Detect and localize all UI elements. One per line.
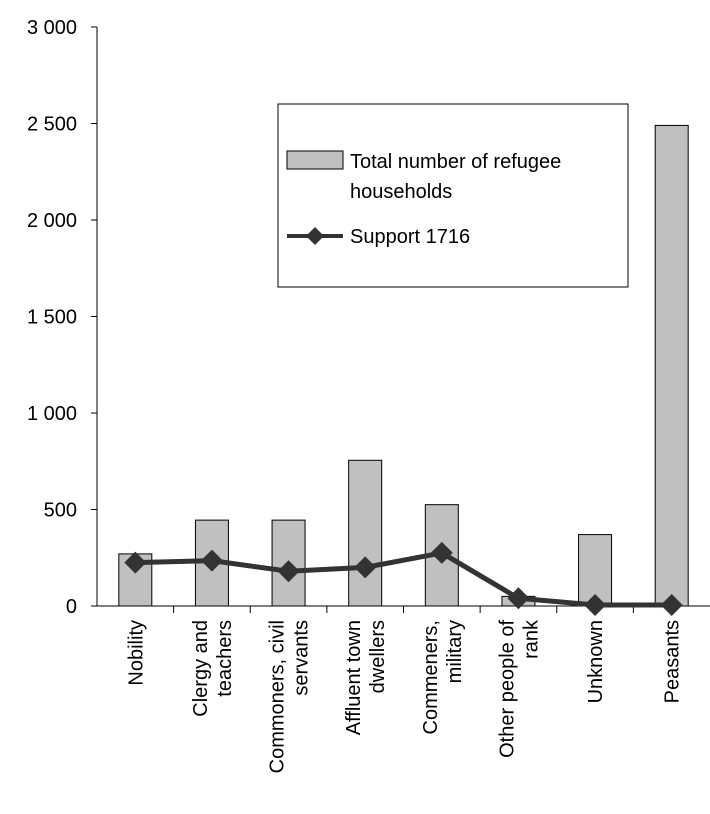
series-line <box>135 550 672 608</box>
legend-line-label: Support 1716 <box>350 226 470 248</box>
line-point <box>430 541 453 564</box>
legend-box <box>277 103 629 288</box>
line-point <box>277 560 300 583</box>
bar <box>348 459 383 607</box>
x-category-label: Peasants <box>662 620 684 703</box>
legend-line-marker <box>306 227 324 245</box>
legend: Total number of refugee households Suppo… <box>277 103 629 288</box>
legend-bar-label-line1: Total number of refugee <box>350 151 561 173</box>
y-tick-label: 1 000 <box>27 403 77 425</box>
y-tick-label: 2 000 <box>27 210 77 232</box>
bar <box>654 124 689 607</box>
line-point <box>584 594 607 617</box>
line-point <box>660 594 683 617</box>
line-point <box>200 549 223 572</box>
x-category-label: Other people of rank <box>496 619 542 758</box>
x-category-label: Unknown <box>585 620 607 703</box>
x-category-label: Nobility <box>125 620 147 686</box>
y-axis: 0 500 1 000 1 500 2 000 2 500 3 000 <box>27 17 98 618</box>
line-point <box>507 587 530 610</box>
line-point <box>354 556 377 579</box>
x-category-label: Clergy and teachers <box>190 620 236 717</box>
x-category-label: Commeners, military <box>420 620 466 734</box>
line-series <box>124 541 683 617</box>
legend-bar-label-line2: households <box>350 181 452 203</box>
y-tick-label: 3 000 <box>27 17 77 39</box>
x-category-label: Commoners, civil servants <box>267 620 313 773</box>
y-tick-label: 1 500 <box>27 307 77 329</box>
y-tick-label: 0 <box>66 596 77 618</box>
category-labels: Nobility Clergy and teachers Commoners, civ… <box>125 619 683 773</box>
legend-bar-swatch <box>286 150 344 170</box>
y-tick-label: 2 500 <box>27 114 77 136</box>
line-point <box>124 551 147 574</box>
y-tick-label: 500 <box>44 500 77 522</box>
x-category-label: Affluent town dwellers <box>343 620 389 735</box>
